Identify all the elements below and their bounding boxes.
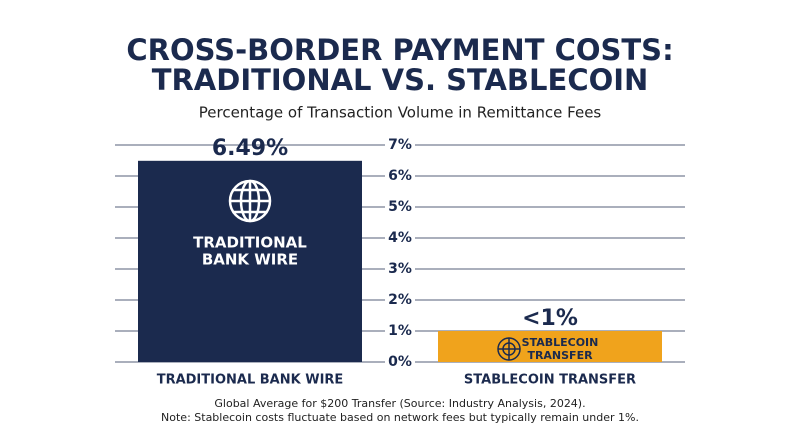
globe-icon: [228, 179, 272, 223]
x-tick-label: STABLECOIN TRANSFER: [464, 373, 636, 388]
y-tick-label: 0%: [388, 354, 412, 370]
footnote: Note: Stablecoin costs fluctuate based o…: [161, 411, 639, 424]
y-tick-label: 5%: [388, 199, 412, 215]
bars: [138, 160, 662, 362]
chart-title: CROSS-BORDER PAYMENT COSTS:: [126, 33, 673, 67]
x-tick-label: TRADITIONAL BANK WIRE: [157, 373, 344, 388]
chart-title: TRADITIONAL VS. STABLECOIN: [152, 63, 649, 97]
y-tick-label: 4%: [388, 230, 412, 246]
y-tick-label: 6%: [388, 168, 412, 184]
bar: [438, 331, 662, 362]
value-label: <1%: [522, 306, 578, 331]
chart-subtitle: Percentage of Transaction Volume in Remi…: [199, 104, 602, 122]
coin-icon: [497, 337, 521, 361]
footnote: Global Average for $200 Transfer (Source…: [214, 397, 585, 410]
bar-label: TRANSFER: [527, 349, 593, 362]
y-tick-label: 3%: [388, 261, 412, 277]
bar-label: TRADITIONAL: [193, 234, 307, 252]
y-tick-label: 2%: [388, 292, 412, 308]
bar-label: STABLECOIN: [522, 336, 599, 349]
bar-label: BANK WIRE: [202, 251, 298, 269]
y-tick-label: 1%: [388, 323, 412, 339]
value-label: 6.49%: [212, 136, 288, 161]
y-tick-label: 7%: [388, 137, 412, 153]
